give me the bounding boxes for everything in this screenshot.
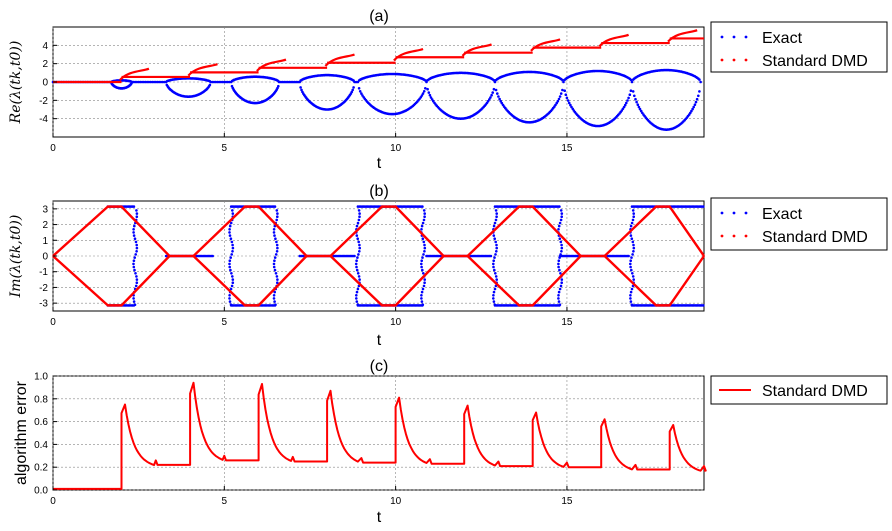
y-tick-label: -2 (39, 96, 48, 107)
legend-exact-marker (732, 211, 736, 215)
series-dmd-lower (329, 255, 445, 307)
series-dmd-line (53, 381, 707, 490)
legend-dmd-marker (732, 234, 736, 238)
y-tick-label: -3 (39, 299, 48, 310)
series-dmd-lower (192, 255, 308, 307)
legend-dmd-marker (732, 58, 736, 62)
series-dmd-lower (466, 255, 582, 307)
y-tick-label: 0.6 (34, 417, 48, 428)
panel-c-xlabel: t (377, 509, 382, 526)
series-dmd-hook (598, 33, 630, 48)
y-tick-label: 1.0 (34, 372, 48, 383)
panel-c-frame (52, 375, 705, 491)
series-dmd-hook (461, 43, 492, 57)
legend-dmd-marker (744, 234, 748, 238)
x-tick-label: 0 (50, 317, 56, 328)
y-tick-label: 0.2 (34, 463, 48, 474)
panel-b-title: (b) (369, 183, 389, 200)
legend-exact-marker (720, 35, 724, 39)
y-tick-label: 3 (42, 204, 48, 215)
panel-c: (c) 0 5 10 15 1.0 0.8 0.6 0.4 0.2 0.0 t algorithm… (13, 358, 888, 526)
series-dmd-upper (192, 205, 308, 257)
legend-dmd-marker (744, 58, 748, 62)
panel-c-legend: Standard DMD (710, 375, 888, 405)
x-tick-label: 10 (390, 317, 402, 328)
x-tick-label: 5 (222, 317, 228, 328)
y-tick-label: 0.4 (34, 440, 48, 451)
y-tick-label: -2 (39, 283, 48, 294)
panel-a-ylabel: Re(λ(tk,t0)) (8, 41, 24, 125)
panel-a: (a) 0 5 10 15 4 2 0 -2 -4 t Re(λ(tk,t0)) Exact S… (8, 8, 888, 172)
x-tick-label: 5 (222, 496, 228, 507)
panel-a-xlabel: t (377, 155, 382, 172)
legend-exact-marker (720, 211, 724, 215)
legend-dmd-label: Standard DMD (762, 383, 868, 400)
x-tick-label: 10 (390, 143, 402, 154)
y-tick-label: 2 (42, 220, 48, 231)
legend-dmd-label: Standard DMD (762, 229, 868, 246)
y-tick-label: -1 (39, 267, 48, 278)
series-dmd-lower (52, 255, 171, 307)
legend-dmd-marker (720, 58, 724, 62)
x-tick-label: 15 (561, 143, 573, 154)
series-dmd-hook (667, 29, 698, 43)
legend-dmd-label: Standard DMD (762, 53, 868, 70)
x-tick-label: 0 (50, 143, 56, 154)
panel-a-legend: Exact Standard DMD (710, 21, 888, 73)
x-tick-label: 0 (50, 496, 56, 507)
series-exact-points (51, 68, 702, 131)
legend-exact-marker (744, 211, 748, 215)
y-tick-label: 0.8 (34, 394, 48, 405)
legend-exact-label: Exact (762, 30, 803, 47)
series-dmd-hook (324, 53, 355, 67)
y-tick-label: 4 (42, 41, 48, 52)
y-tick-label: -4 (39, 114, 48, 125)
legend-exact-marker (744, 35, 748, 39)
panel-a-title: (a) (369, 8, 389, 25)
series-dmd-upper (329, 205, 445, 257)
x-tick-label: 15 (561, 317, 573, 328)
y-tick-label: 0 (42, 252, 48, 263)
series-dmd-upper (603, 205, 705, 257)
series-dmd-hook (118, 67, 150, 81)
legend-exact-label: Exact (762, 206, 803, 223)
series-dmd-hook (187, 63, 218, 77)
series-dmd-lower (603, 255, 705, 307)
legend-exact-marker (732, 35, 736, 39)
series-dmd-hook (530, 38, 561, 52)
panel-c-title: (c) (370, 358, 389, 375)
series-dmd-hook (256, 58, 287, 72)
x-tick-label: 10 (390, 496, 402, 507)
x-tick-label: 15 (561, 496, 573, 507)
y-tick-label: 2 (42, 59, 48, 70)
series-dmd-upper (466, 205, 582, 257)
series-dmd-hook (393, 47, 424, 62)
series-dmd-upper (52, 205, 171, 257)
panel-b-legend: Exact Standard DMD (710, 197, 888, 251)
y-tick-label: 0.0 (34, 486, 48, 497)
x-tick-label: 5 (222, 143, 228, 154)
y-tick-label: 0 (42, 78, 48, 89)
panel-b-xlabel: t (377, 332, 382, 349)
y-tick-label: 1 (42, 236, 48, 247)
panel-c-ylabel: algorithm error (13, 380, 30, 485)
legend-dmd-marker (720, 234, 724, 238)
panel-b-ylabel: Im(λ(tk,t0)) (8, 215, 24, 299)
